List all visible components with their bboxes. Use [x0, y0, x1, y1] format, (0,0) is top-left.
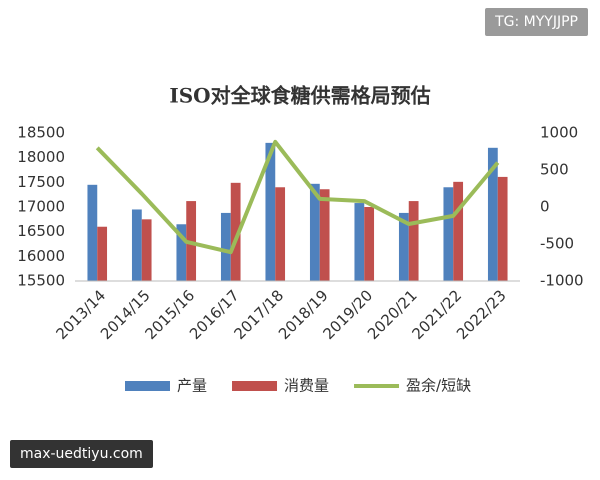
y-tick-label: 15500 — [17, 272, 65, 290]
bar — [97, 226, 108, 281]
bar — [364, 207, 375, 281]
line — [95, 139, 500, 255]
y2-tick-label: 1000 — [540, 124, 578, 142]
y2-tick-label: -1000 — [540, 272, 584, 290]
y-tick-label: 16500 — [17, 222, 65, 240]
y2-tick-label: -500 — [540, 235, 574, 253]
legend-swatch — [125, 381, 170, 391]
y-tick-label: 18000 — [17, 148, 65, 166]
bar — [87, 184, 98, 281]
bar — [220, 212, 231, 281]
bar — [354, 203, 365, 281]
bar — [275, 187, 286, 281]
bar — [497, 176, 508, 281]
bar — [453, 181, 464, 281]
watermark: max-uedtiyu.com — [10, 440, 153, 468]
legend-label: 产量 — [177, 377, 207, 395]
watermark: TG: MYYJJPP — [485, 8, 588, 36]
bar — [230, 182, 241, 281]
x-tick-label: 2022/23 — [453, 286, 510, 343]
y2-tick-label: 500 — [540, 161, 569, 179]
bar — [443, 187, 454, 281]
bar — [176, 224, 187, 281]
bar — [131, 209, 142, 281]
chart-title: ISO对全球食糖供需格局预估 — [169, 84, 430, 108]
y-tick-label: 17500 — [17, 173, 65, 191]
y-tick-label: 16000 — [17, 247, 65, 265]
legend-label: 盈余/短缺 — [406, 377, 471, 395]
y-tick-label: 18500 — [17, 124, 65, 142]
bar — [309, 183, 320, 281]
bar — [408, 201, 419, 281]
bar — [141, 219, 152, 281]
bar — [319, 189, 330, 281]
bar — [487, 147, 498, 281]
bar — [265, 142, 276, 281]
legend-label: 消费量 — [284, 377, 329, 395]
legend-swatch — [232, 381, 278, 391]
y2-tick-label: 0 — [540, 198, 550, 216]
y-tick-label: 17000 — [17, 198, 65, 216]
bar — [398, 212, 409, 281]
